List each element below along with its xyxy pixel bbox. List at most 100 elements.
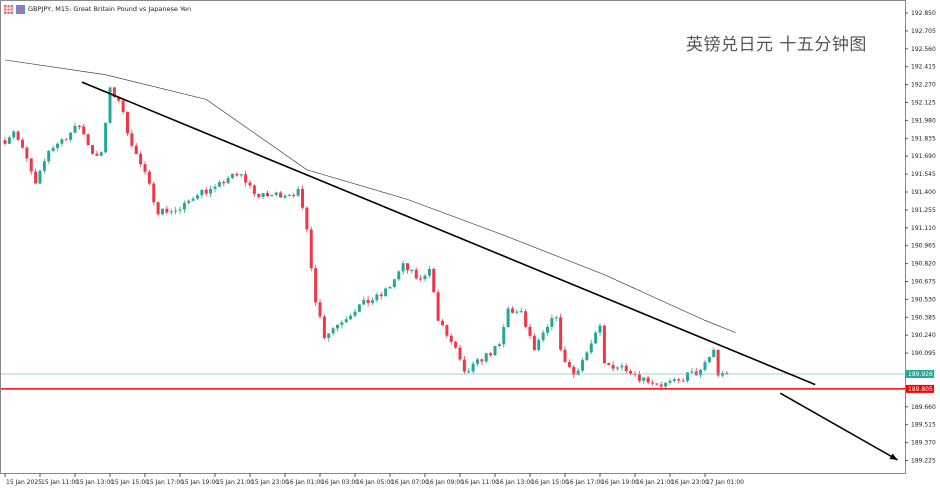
bearish-candle bbox=[449, 335, 453, 342]
bearish-candle bbox=[436, 292, 440, 321]
bearish-candle bbox=[21, 139, 24, 148]
bullish-candle bbox=[340, 322, 344, 325]
bearish-candle bbox=[257, 193, 261, 197]
y-tick-label: 191.255 bbox=[911, 207, 936, 214]
y-tick-label: 190.095 bbox=[911, 350, 936, 357]
bullish-candle bbox=[546, 326, 549, 333]
bullish-candle bbox=[42, 161, 46, 171]
bullish-candle bbox=[344, 319, 348, 323]
grid-icon[interactable] bbox=[4, 4, 13, 14]
y-tick-label: 192.125 bbox=[911, 100, 936, 107]
bullish-candle bbox=[104, 122, 108, 153]
support-price-label: 189.805 bbox=[908, 386, 933, 393]
bullish-candle bbox=[38, 170, 42, 184]
y-tick-label: 190.530 bbox=[911, 296, 936, 303]
x-tick-label: 16 Jan 21:00 bbox=[636, 479, 674, 486]
x-tick-label: 16 Jan 09:00 bbox=[426, 479, 464, 486]
y-tick-label: 191.400 bbox=[911, 189, 936, 196]
bearish-candle bbox=[222, 182, 226, 184]
bearish-candle bbox=[204, 189, 208, 194]
bearish-candle bbox=[366, 299, 370, 303]
bullish-candle bbox=[108, 87, 112, 123]
bullish-candle bbox=[502, 327, 506, 345]
bullish-candle bbox=[239, 174, 243, 176]
bullish-candle bbox=[353, 311, 357, 316]
bearish-candle bbox=[309, 229, 313, 269]
bearish-candle bbox=[112, 87, 116, 97]
bullish-candle bbox=[274, 192, 278, 195]
bearish-candle bbox=[489, 353, 493, 356]
bearish-candle bbox=[126, 112, 129, 134]
bearish-candle bbox=[419, 278, 423, 280]
x-tick-label: 16 Jan 11:00 bbox=[461, 479, 499, 486]
bullish-candle bbox=[699, 369, 703, 376]
bullish-candle bbox=[209, 188, 213, 194]
x-tick-label: 16 Jan 23:00 bbox=[671, 479, 709, 486]
y-tick-label: 190.820 bbox=[911, 261, 936, 268]
bullish-candle bbox=[196, 195, 199, 199]
bullish-candle bbox=[213, 186, 217, 189]
bearish-candle bbox=[139, 153, 143, 165]
bearish-candle bbox=[86, 134, 90, 146]
bearish-candle bbox=[117, 96, 121, 101]
x-tick-label: 15 Jan 11:00 bbox=[41, 479, 79, 486]
y-tick-label: 189.660 bbox=[911, 404, 936, 411]
bearish-candle bbox=[82, 126, 86, 135]
current-price-badge bbox=[906, 369, 934, 378]
chart-caption: 英镑兑日元 十五分钟图 bbox=[686, 35, 867, 55]
bearish-candle bbox=[379, 294, 383, 297]
bullish-candle bbox=[182, 202, 186, 210]
bearish-candle bbox=[524, 311, 528, 327]
bearish-candle bbox=[322, 316, 326, 338]
bullish-candle bbox=[427, 269, 431, 276]
y-tick-label: 192.560 bbox=[911, 46, 936, 53]
x-tick-label: 16 Jan 19:00 bbox=[601, 479, 639, 486]
bearish-candle bbox=[462, 359, 466, 372]
bullish-candle bbox=[664, 382, 668, 387]
bearish-candle bbox=[528, 326, 532, 336]
bullish-candle bbox=[493, 346, 497, 356]
bullish-candle bbox=[471, 363, 475, 372]
bullish-candle bbox=[69, 132, 73, 140]
bullish-candle bbox=[672, 379, 676, 381]
bullish-candle bbox=[51, 147, 55, 151]
x-tick-label: 15 Jan 13:00 bbox=[76, 479, 114, 486]
bullish-candle bbox=[349, 315, 353, 320]
bullish-candle bbox=[506, 308, 510, 328]
bullish-candle bbox=[174, 210, 178, 212]
bearish-candle bbox=[314, 268, 318, 303]
y-tick-label: 190.240 bbox=[911, 332, 936, 339]
bearish-candle bbox=[301, 188, 304, 208]
bullish-candle bbox=[392, 279, 396, 287]
bearish-candle bbox=[602, 325, 606, 364]
x-tick-label: 16 Jan 05:00 bbox=[356, 479, 394, 486]
bearish-candle bbox=[95, 153, 99, 156]
bullish-candle bbox=[388, 286, 392, 289]
bearish-candle bbox=[3, 140, 7, 144]
bearish-candle bbox=[25, 147, 29, 159]
bearish-candle bbox=[279, 192, 283, 198]
bearish-candle bbox=[511, 308, 514, 313]
bullish-candle bbox=[336, 324, 339, 329]
bearish-candle bbox=[252, 185, 256, 194]
support-price-badge bbox=[906, 384, 934, 393]
bullish-candle bbox=[200, 189, 204, 196]
bearish-candle bbox=[432, 269, 436, 293]
bullish-candle bbox=[7, 137, 11, 144]
bullish-candle bbox=[581, 360, 584, 371]
bullish-candle bbox=[712, 349, 716, 357]
bullish-candle bbox=[217, 182, 221, 187]
bearish-candle bbox=[64, 139, 68, 141]
bullish-candle bbox=[357, 304, 361, 312]
bearish-candle bbox=[305, 207, 309, 230]
y-tick-label: 192.270 bbox=[911, 82, 936, 89]
chart-icon[interactable] bbox=[16, 4, 25, 14]
bearish-candle bbox=[91, 145, 94, 154]
bullish-candle bbox=[642, 377, 646, 381]
bearish-candle bbox=[655, 383, 659, 385]
bearish-candle bbox=[454, 341, 458, 348]
bearish-candle bbox=[414, 269, 418, 279]
bearish-candle bbox=[445, 325, 449, 336]
bearish-candle bbox=[134, 145, 138, 154]
